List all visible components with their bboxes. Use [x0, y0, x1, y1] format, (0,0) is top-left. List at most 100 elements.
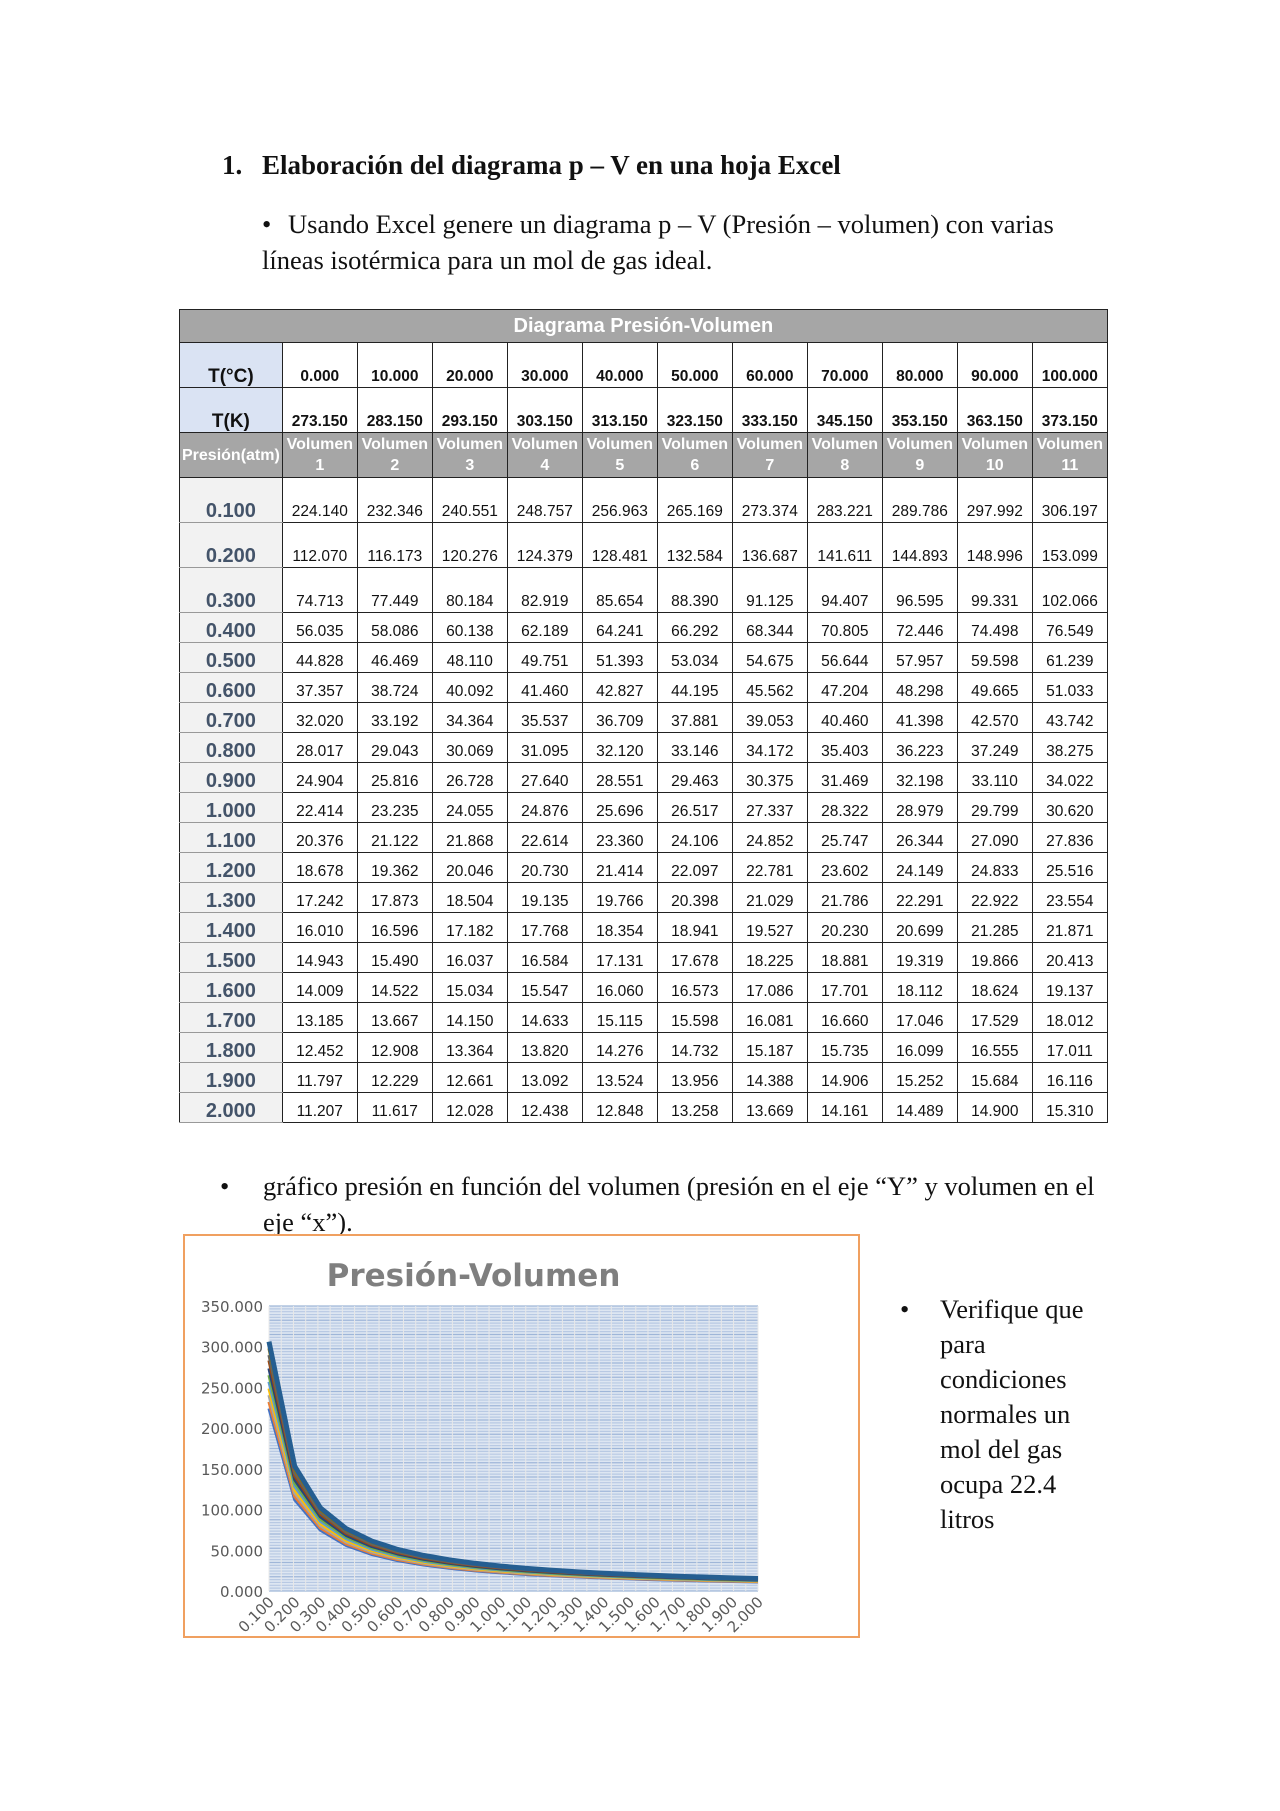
volume-cell: 26.517: [656, 792, 733, 823]
volume-cell: 34.022: [1031, 762, 1108, 793]
celsius-cell: 10.000: [356, 342, 433, 388]
volume-cell: 28.551: [581, 762, 658, 793]
volume-cell: 25.516: [1031, 852, 1108, 883]
volume-cell: 29.463: [656, 762, 733, 793]
volume-cell: 20.413: [1031, 942, 1108, 973]
volume-cell: 16.555: [956, 1032, 1033, 1063]
volume-cell: 53.034: [656, 642, 733, 673]
volume-cell: 31.095: [506, 732, 583, 763]
section-number: 1.: [222, 150, 243, 180]
volume-cell: 35.537: [506, 702, 583, 733]
volume-cell: 11.797: [281, 1062, 358, 1093]
table-row: 2.000 11.207 11.617 12.028 12.438 12.848 13.25…: [179, 1092, 1108, 1123]
celsius-label: T(°C): [179, 342, 283, 388]
kelvin-cell: 373.150: [1031, 387, 1108, 433]
volume-cell: 14.943: [281, 942, 358, 973]
bullet-icon: •: [900, 1294, 910, 1324]
volume-cell: 91.125: [731, 567, 808, 613]
volume-cell: 22.781: [731, 852, 808, 883]
volume-cell: 13.820: [506, 1032, 583, 1063]
volume-cell: 12.452: [281, 1032, 358, 1063]
volume-cell: 16.081: [731, 1002, 808, 1033]
volume-cell: 58.086: [356, 612, 433, 643]
volume-cell: 25.696: [581, 792, 658, 823]
bullet-icon: •: [220, 1171, 230, 1201]
celsius-cell: 20.000: [431, 342, 508, 388]
table-title: Diagrama Presión-Volumen: [179, 309, 1108, 343]
pressure-cell: 1.100: [179, 822, 283, 853]
pressure-cell: 2.000: [179, 1092, 283, 1123]
volume-cell: 19.137: [1031, 972, 1108, 1003]
volume-cell: 34.172: [731, 732, 808, 763]
volume-cell: 19.135: [506, 882, 583, 913]
volume-cell: 14.276: [581, 1032, 658, 1063]
volume-cell: 38.275: [1031, 732, 1108, 763]
volume-cell: 232.346: [356, 477, 433, 523]
kelvin-cell: 353.150: [881, 387, 958, 433]
volume-cell: 62.189: [506, 612, 583, 643]
volume-cell: 34.364: [431, 702, 508, 733]
volume-cell: 24.852: [731, 822, 808, 853]
chart-title: Presión-Volumen: [327, 1258, 621, 1294]
pressure-header: Presión(atm): [179, 432, 283, 478]
volume-cell: 13.669: [731, 1092, 808, 1123]
volume-cell: 11.207: [281, 1092, 358, 1123]
volume-cell: 15.187: [731, 1032, 808, 1063]
volume-cell: 18.112: [881, 972, 958, 1003]
volume-cell: 74.713: [281, 567, 358, 613]
celsius-cell: 70.000: [806, 342, 883, 388]
volume-cell: 88.390: [656, 567, 733, 613]
pressure-volume-chart[interactable]: Presión-Volumen 0.000 50.000 100.000 150.000…: [183, 1234, 860, 1638]
bullet-icon: •: [262, 209, 272, 239]
table-row: 1.800 12.452 12.908 13.364 13.820 14.276 14.73…: [179, 1032, 1108, 1063]
volume-cell: 13.258: [656, 1092, 733, 1123]
volume-cell: 19.866: [956, 942, 1033, 973]
volume-cell: 20.699: [881, 912, 958, 943]
pressure-cell: 0.100: [179, 477, 283, 523]
volume-cell: 14.633: [506, 1002, 583, 1033]
volume-cell: 30.620: [1031, 792, 1108, 823]
volume-cell: 128.481: [581, 522, 658, 568]
y-tick-label: 350.000: [201, 1298, 263, 1316]
volume-cell: 20.376: [281, 822, 358, 853]
volume-cell: 22.614: [506, 822, 583, 853]
volume-cell: 14.150: [431, 1002, 508, 1033]
volume-cell: 21.285: [956, 912, 1033, 943]
section-heading: 1. Elaboración del diagrama p – V en una …: [222, 150, 841, 181]
volume-cell: 18.504: [431, 882, 508, 913]
volume-header: Volumen 11: [1031, 432, 1108, 478]
volume-cell: 57.957: [881, 642, 958, 673]
volume-cell: 59.598: [956, 642, 1033, 673]
volume-cell: 12.661: [431, 1062, 508, 1093]
table-row: 1.300 17.242 17.873 18.504 19.135 19.766 20.39…: [179, 882, 1108, 913]
volume-cell: 12.848: [581, 1092, 658, 1123]
volume-cell: 17.182: [431, 912, 508, 943]
instruction-text: Verifique que para condiciones normales …: [940, 1294, 1084, 1534]
volume-cell: 42.827: [581, 672, 658, 703]
celsius-cell: 100.000: [1031, 342, 1108, 388]
table-row: 1.500 14.943 15.490 16.037 16.584 17.131 17.67…: [179, 942, 1108, 973]
volume-cell: 94.407: [806, 567, 883, 613]
volume-cell: 48.110: [431, 642, 508, 673]
table-row: 1.100 20.376 21.122 21.868 22.614 23.360 24.10…: [179, 822, 1108, 853]
volume-cell: 283.221: [806, 477, 883, 523]
kelvin-cell: 303.150: [506, 387, 583, 433]
volume-header: Volumen 7: [731, 432, 808, 478]
volume-cell: 41.398: [881, 702, 958, 733]
volume-cell: 28.322: [806, 792, 883, 823]
instruction-bullet-2: • gráfico presión en función del volumen…: [220, 1168, 1100, 1240]
y-tick-label: 300.000: [201, 1339, 263, 1357]
volume-cell: 39.053: [731, 702, 808, 733]
volume-cell: 56.035: [281, 612, 358, 643]
volume-cell: 16.584: [506, 942, 583, 973]
volume-cell: 28.017: [281, 732, 358, 763]
volume-cell: 153.099: [1031, 522, 1108, 568]
section-title: Elaboración del diagrama p – V en una ho…: [262, 150, 841, 180]
volume-cell: 13.956: [656, 1062, 733, 1093]
volume-cell: 15.490: [356, 942, 433, 973]
volume-cell: 20.398: [656, 882, 733, 913]
volume-cell: 16.037: [431, 942, 508, 973]
volume-cell: 33.192: [356, 702, 433, 733]
pressure-cell: 0.400: [179, 612, 283, 643]
volume-header: Volumen 6: [656, 432, 733, 478]
